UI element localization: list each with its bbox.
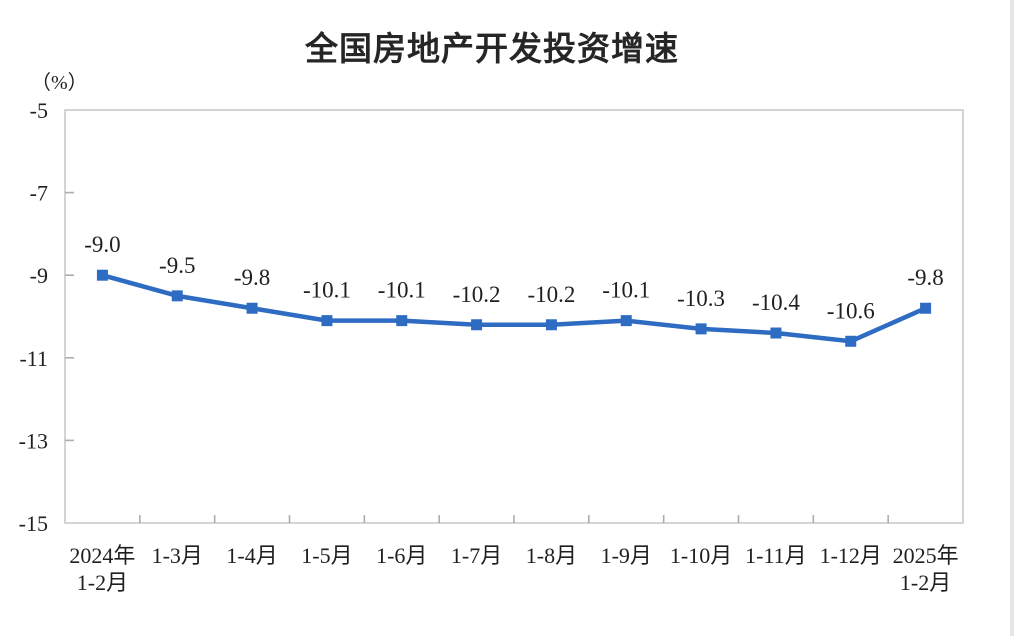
x-tick-label: 1-2月 [900,570,951,595]
data-point-label: -9.8 [234,265,270,290]
data-point-label: -9.5 [159,253,195,278]
data-point-marker [770,327,782,339]
y-axis-unit-label: （%） [31,72,88,94]
y-tick-label: -11 [19,346,48,371]
data-point-label: -9.0 [84,232,120,257]
data-point-marker [321,315,333,327]
data-point-marker [695,323,707,335]
data-point-marker [920,302,932,314]
data-point-label: -10.2 [453,282,501,307]
x-tick-label: 1-5月 [301,543,352,568]
x-tick-label: 1-10月 [670,543,732,568]
data-point-label: -10.2 [527,282,575,307]
x-tick-label: 2025年 [893,543,959,568]
data-point-marker [845,335,857,347]
x-tick-label: 1-3月 [152,543,203,568]
data-point-marker [545,319,557,331]
x-tick-label: 1-8月 [526,543,577,568]
series-line [100,272,928,344]
x-tick-label: 1-4月 [226,543,277,568]
x-tick-label: 1-9月 [601,543,652,568]
data-point-label: -9.8 [907,265,943,290]
data-point-label: -10.4 [752,290,800,315]
data-point-marker [246,302,258,314]
y-tick-label: -13 [19,428,48,453]
x-tick-label: 1-7月 [451,543,502,568]
data-point-marker [171,290,183,302]
y-tick-label: -5 [30,98,48,123]
y-tick-label: -9 [30,263,48,288]
x-tick-label: 2024年 [69,543,135,568]
data-point-label: -10.1 [378,278,426,303]
y-tick-label: -15 [19,511,48,536]
data-point-marker [471,319,483,331]
y-tick-label: -7 [30,181,48,206]
data-point-marker [96,269,108,281]
data-point-marker [396,315,408,327]
x-tick-label: 1-2月 [77,570,128,595]
page-edge-divider [1010,0,1014,636]
data-point-label: -10.6 [827,298,875,323]
x-tick-label: 1-12月 [820,543,882,568]
data-point-marker [620,315,632,327]
data-point-label: -10.1 [602,278,650,303]
x-tick-label: 1-11月 [745,543,807,568]
x-tick-label: 1-6月 [376,543,427,568]
data-point-label: -10.1 [303,278,351,303]
data-point-label: -10.3 [677,286,725,311]
chart-title: 全国房地产开发投资增速 [305,30,679,67]
